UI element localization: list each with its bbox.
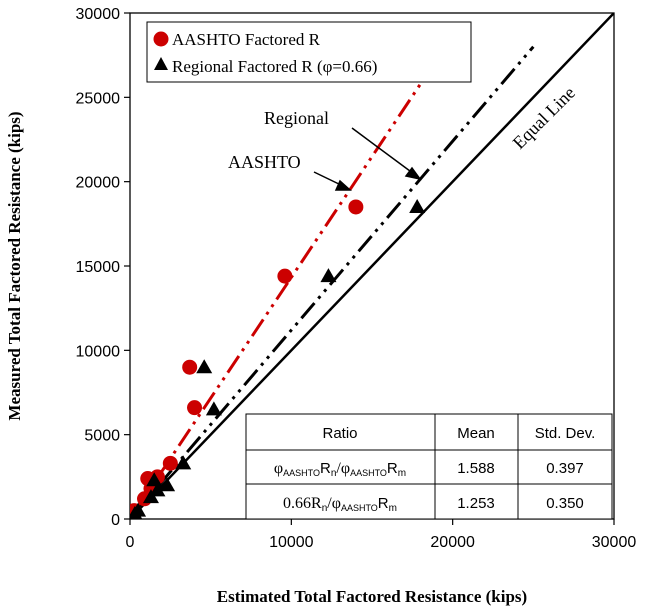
- legend-box: [146, 21, 472, 83]
- legend-label-aashto: AASHTO Factored R: [172, 30, 321, 49]
- line-aashto: [130, 71, 430, 519]
- table-row-1-mean: 1.588: [457, 460, 495, 477]
- table-row-1-ratio: φAASHTORn/φAASHTORm: [274, 460, 406, 479]
- x-tick-label: 0: [126, 534, 135, 551]
- ratio-part: φ: [274, 460, 283, 477]
- y-axis-title: Measured Total Factored Resistance (kips…: [5, 111, 24, 420]
- x-tick-label: 20000: [430, 534, 475, 551]
- x-axis-title: Estimated Total Factored Resistance (kip…: [217, 587, 527, 606]
- ratio-part: R: [387, 460, 398, 477]
- point-regional: [320, 268, 337, 283]
- data-points: [130, 198, 426, 519]
- ratio-part: /φ: [327, 495, 341, 512]
- y-tick-label: 10000: [76, 343, 121, 360]
- table-header-ratio: Ratio: [322, 425, 357, 442]
- point-regional: [159, 477, 176, 492]
- table-header-std: Std. Dev.: [535, 425, 596, 442]
- point-regional: [409, 198, 426, 213]
- point-aashto: [187, 400, 203, 416]
- ratio-sub: n: [322, 503, 328, 514]
- y-tick-label: 0: [111, 512, 120, 529]
- ratio-part: 0.66R: [283, 495, 322, 512]
- annotation-arrows: [313, 127, 422, 191]
- y-tick-label: 20000: [76, 175, 121, 192]
- arrow-regional-head: [404, 166, 422, 181]
- legend-marker-aashto: [153, 31, 169, 47]
- y-tick-label: 25000: [76, 90, 121, 107]
- table-frame: [245, 413, 613, 520]
- trend-lines: [130, 13, 614, 519]
- x-tick-label: 10000: [269, 534, 314, 551]
- point-aashto: [277, 268, 293, 284]
- arrow-regional-line: [351, 127, 415, 175]
- point-regional: [146, 472, 163, 487]
- point-regional: [149, 482, 166, 497]
- table-row-2-ratio: 0.66Rn/φAASHTORm: [283, 495, 397, 514]
- point-aashto: [348, 199, 364, 215]
- legend-label-regional: Regional Factored R (φ=0.66): [172, 57, 377, 76]
- table-row-2-std: 0.350: [546, 495, 584, 512]
- tick-labels: 0 10000 20000 30000 0 5000 10000 15000 20000 2500…: [76, 6, 637, 551]
- point-regional: [196, 359, 213, 374]
- line-regional: [130, 45, 535, 519]
- ratio-sub: AASHTO: [283, 468, 320, 478]
- y-tick-label: 15000: [76, 259, 121, 276]
- ratio-sub: m: [398, 468, 406, 479]
- y-tick-label: 30000: [76, 6, 121, 23]
- x-tick-label: 30000: [592, 534, 637, 551]
- legend-marker-regional: [154, 57, 168, 70]
- ratio-sub: m: [389, 503, 397, 514]
- point-regional: [175, 455, 192, 470]
- annotation-regional: Regional: [264, 108, 329, 128]
- ratio-part: R: [378, 495, 389, 512]
- point-regional: [205, 401, 222, 416]
- legend: AASHTO Factored R Regional Factored R (φ…: [146, 21, 472, 83]
- point-aashto: [182, 359, 198, 375]
- point-regional: [130, 502, 147, 517]
- ratio-part: /φ: [336, 460, 350, 477]
- line-equal-line: [130, 13, 614, 519]
- y-tick-label: 5000: [84, 428, 120, 445]
- table-row-1-std: 0.397: [546, 460, 584, 477]
- ratio-part: R: [320, 460, 331, 477]
- arrow-aashto-head: [334, 179, 352, 191]
- ratio-sub: AASHTO: [341, 503, 378, 513]
- tick-marks: [124, 12, 615, 525]
- point-aashto: [162, 455, 178, 471]
- table-row-2-mean: 1.253: [457, 495, 495, 512]
- ratio-sub: AASHTO: [350, 468, 387, 478]
- table-header-mean: Mean: [457, 425, 495, 442]
- stats-table: Ratio Mean Std. Dev. φAASHTORn/φAASHTORm…: [245, 413, 613, 520]
- ratio-sub: n: [331, 468, 337, 479]
- annotation-aashto: AASHTO: [228, 152, 301, 172]
